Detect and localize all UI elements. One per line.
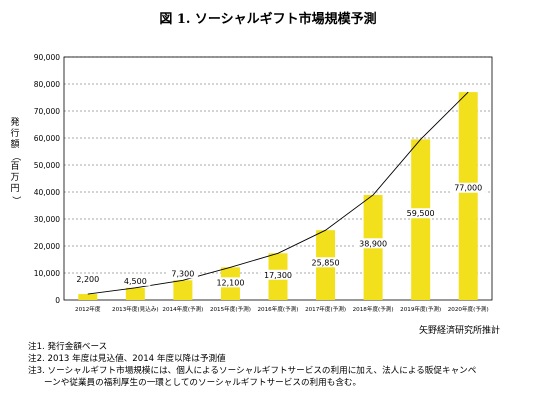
- note-1: 注1. 発行金額ベース: [28, 342, 108, 352]
- bar: [125, 287, 145, 300]
- x-tick-label: 2018年度(予測): [353, 305, 394, 313]
- y-tick-label: 10,000: [34, 269, 60, 278]
- notes: 注1. 発行金額ベース 注2. 2013 年度は見込値、2014 年度以降は予測…: [28, 341, 528, 389]
- x-tick-label: 2015年度(予測): [210, 305, 251, 313]
- chart-title: 図 1. ソーシャルギフト市場規模予測: [159, 12, 377, 27]
- data-label-bg: [120, 275, 151, 286]
- note-2: 注2. 2013 年度は見込値、2014 年度以降は予測値: [28, 354, 226, 364]
- bar: [411, 139, 431, 300]
- data-label: 2,200: [76, 275, 99, 284]
- y-tick-label: 60,000: [34, 134, 60, 143]
- data-label-bg: [72, 274, 103, 285]
- data-label-bg: [167, 268, 198, 279]
- series-line: [87, 91, 469, 295]
- bar: [173, 280, 193, 300]
- y-tick-label: 80,000: [34, 80, 60, 89]
- x-tick-label: 2016年度(予測): [258, 305, 299, 313]
- data-label-bg: [307, 257, 344, 268]
- source-note: 矢野経済研究所推計: [418, 326, 500, 336]
- data-label-bg: [355, 238, 391, 249]
- data-label: 25,850: [312, 258, 340, 267]
- x-tick-label: 2012年度: [75, 305, 101, 313]
- data-label: 12,100: [216, 278, 244, 287]
- data-label: 17,300: [264, 271, 292, 280]
- data-label-bg: [212, 277, 249, 288]
- note-3-continued: ーンや従業員の福利厚生の一環としてのソーシャルギフトサービスの利用も含む。: [44, 378, 362, 388]
- y-axis-label: 発行額（百万円）: [10, 118, 21, 205]
- y-tick-label: 90,000: [34, 53, 60, 62]
- note-3: 注3. ソーシャルギフト市場規模には、個人によるソーシャルギフトサービスの利用に…: [28, 366, 477, 376]
- x-tick-label: 2013年度(見込み): [112, 305, 159, 313]
- data-label: 38,900: [359, 239, 387, 248]
- x-tick-label: 2017年度(予測): [305, 305, 346, 313]
- data-label-bg: [403, 208, 439, 219]
- data-label-bg: [450, 182, 486, 193]
- data-label: 77,000: [454, 184, 482, 193]
- x-tick-label: 2014年度(予測): [162, 305, 203, 313]
- data-label: 4,500: [124, 277, 147, 286]
- x-tick-label: 2019年度(予測): [400, 305, 441, 313]
- bar: [458, 92, 478, 300]
- y-tick-label: 40,000: [34, 188, 60, 197]
- y-tick-label: 20,000: [34, 242, 60, 251]
- data-label: 7,300: [171, 269, 194, 278]
- x-tick-label: 2020年度(予測): [448, 305, 489, 313]
- y-tick-label: 0: [55, 296, 60, 305]
- y-tick-label: 50,000: [34, 161, 60, 170]
- y-tick-label: 70,000: [34, 107, 60, 116]
- bar: [78, 294, 98, 300]
- data-label-bg: [260, 269, 296, 280]
- y-tick-label: 30,000: [34, 215, 60, 224]
- data-label: 59,500: [407, 209, 435, 218]
